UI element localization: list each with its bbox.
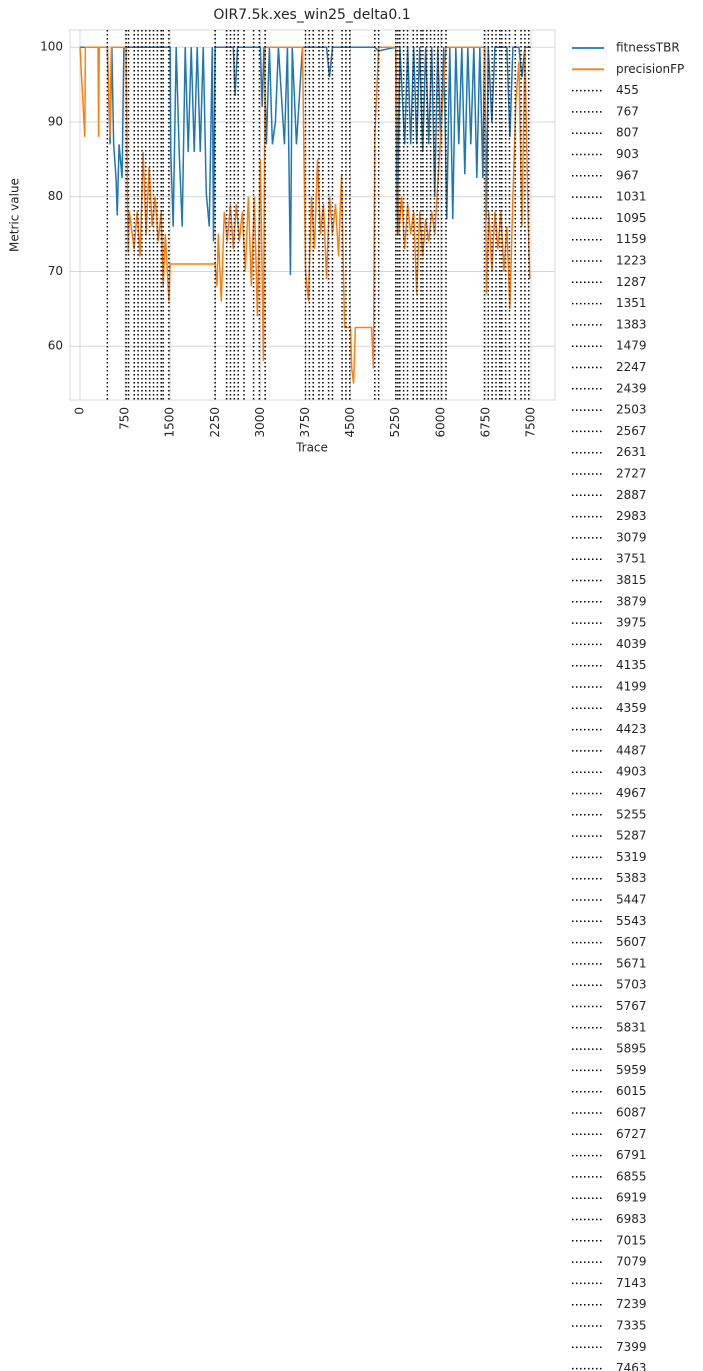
- y-tick-label: 60: [48, 339, 63, 353]
- legend-label: 767: [616, 104, 639, 118]
- legend-label: 1159: [616, 232, 647, 246]
- legend-label: 3879: [616, 594, 647, 608]
- legend-label: 1287: [616, 275, 647, 289]
- legend-label: 7079: [616, 1255, 647, 1269]
- x-tick-label: 6000: [433, 407, 447, 438]
- legend-label: 3751: [616, 552, 647, 566]
- legend-label: 2887: [616, 488, 647, 502]
- legend-label: 7239: [616, 1297, 647, 1311]
- y-tick-label: 70: [48, 264, 63, 278]
- legend-label: 1479: [616, 339, 647, 353]
- legend-label: 1351: [616, 296, 647, 310]
- legend-label: 2983: [616, 509, 647, 523]
- legend-label: 5319: [616, 850, 647, 864]
- legend-label: 4903: [616, 765, 647, 779]
- legend-label: 5767: [616, 999, 647, 1013]
- legend-label: fitnessTBR: [616, 41, 680, 55]
- legend-label: 4423: [616, 722, 647, 736]
- legend-label: 807: [616, 126, 639, 140]
- legend-label: 2567: [616, 424, 647, 438]
- legend-label: 6015: [616, 1084, 647, 1098]
- x-tick-label: 4500: [343, 407, 357, 438]
- legend-label: 5831: [616, 1020, 647, 1034]
- legend-label: 5895: [616, 1042, 647, 1056]
- legend-label: 5703: [616, 978, 647, 992]
- legend-label: 3079: [616, 530, 647, 544]
- legend-label: 1223: [616, 254, 647, 268]
- x-tick-label: 2250: [208, 407, 222, 438]
- legend-label: 7143: [616, 1276, 647, 1290]
- series-line: [79, 46, 531, 384]
- x-tick-label: 1500: [163, 407, 177, 438]
- legend-label: 2631: [616, 445, 647, 459]
- legend-label: 3815: [616, 573, 647, 587]
- legend-label: precisionFP: [616, 62, 684, 76]
- legend-label: 4359: [616, 701, 647, 715]
- legend-label: 7335: [616, 1319, 647, 1333]
- legend-label: 1383: [616, 317, 647, 331]
- legend-label: 4039: [616, 637, 647, 651]
- y-tick-label: 80: [48, 189, 63, 203]
- legend-label: 2439: [616, 381, 647, 395]
- x-axis-label: Trace: [295, 441, 328, 455]
- legend-label: 4967: [616, 786, 647, 800]
- legend-label: 3975: [616, 616, 647, 630]
- x-tick-label: 6750: [478, 407, 492, 438]
- legend-label: 7015: [616, 1233, 647, 1247]
- legend-label: 5383: [616, 871, 647, 885]
- legend-label: 6919: [616, 1191, 647, 1205]
- legend-label: 6087: [616, 1106, 647, 1120]
- legend-label: 5287: [616, 829, 647, 843]
- legend-label: 1095: [616, 211, 647, 225]
- legend-label: 4199: [616, 680, 647, 694]
- y-tick-label: 90: [48, 114, 63, 128]
- x-tick-label: 3000: [253, 407, 267, 438]
- legend-label: 455: [616, 83, 639, 97]
- legend-label: 903: [616, 147, 639, 161]
- legend-label: 6855: [616, 1169, 647, 1183]
- series-line: [79, 46, 531, 276]
- legend-label: 1031: [616, 190, 647, 204]
- legend-label: 7463: [616, 1361, 647, 1371]
- legend-label: 5671: [616, 956, 647, 970]
- legend-label: 5543: [616, 914, 647, 928]
- legend-label: 6727: [616, 1127, 647, 1141]
- legend-label: 7399: [616, 1340, 647, 1354]
- y-tick-label: 100: [40, 40, 63, 54]
- legend-label: 2247: [616, 360, 647, 374]
- legend-label: 2727: [616, 467, 647, 481]
- legend-label: 4135: [616, 658, 647, 672]
- y-axis-label: Metric value: [8, 178, 22, 252]
- legend-label: 5607: [616, 935, 647, 949]
- legend-label: 6983: [616, 1212, 647, 1226]
- x-tick-label: 5250: [388, 407, 402, 438]
- legend-label: 4487: [616, 743, 647, 757]
- x-tick-label: 0: [72, 407, 86, 415]
- x-tick-label: 3750: [298, 407, 312, 438]
- x-tick-label: 750: [118, 407, 132, 430]
- chart-title: OIR7.5k.xes_win25_delta0.1: [213, 7, 410, 23]
- legend-label: 967: [616, 168, 639, 182]
- legend-label: 6791: [616, 1148, 647, 1162]
- legend-label: 5959: [616, 1063, 647, 1077]
- legend-label: 2503: [616, 403, 647, 417]
- legend-label: 5447: [616, 893, 647, 907]
- legend-label: 5255: [616, 807, 647, 821]
- x-tick-label: 7500: [523, 407, 537, 438]
